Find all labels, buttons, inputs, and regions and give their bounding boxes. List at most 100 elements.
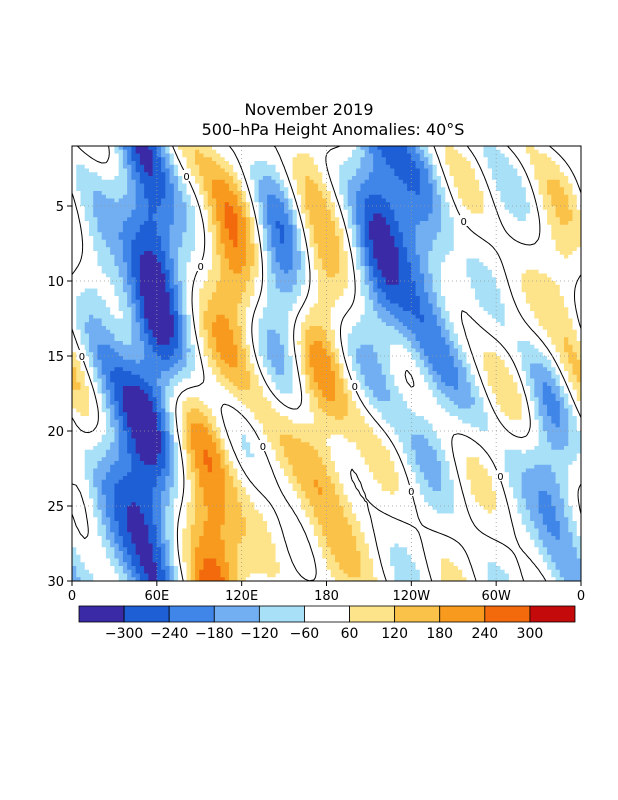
anomaly-cell — [415, 457, 438, 462]
anomaly-cell — [339, 269, 349, 275]
anomaly-cell — [279, 266, 294, 271]
anomaly-cell — [415, 224, 442, 230]
anomaly-cell — [530, 161, 557, 166]
anomaly-cell — [220, 536, 243, 541]
anomaly-cell — [267, 438, 281, 443]
anomaly-cell — [462, 348, 518, 353]
anomaly-cell — [122, 247, 132, 252]
anomaly-cell — [152, 506, 162, 511]
anomaly-cell — [334, 386, 345, 391]
anomaly-cell — [144, 299, 171, 305]
anomaly-cell — [186, 341, 192, 346]
anomaly-cell — [173, 532, 183, 537]
anomaly-cell — [301, 243, 311, 248]
anomaly-cell — [538, 404, 548, 410]
anomaly-cell — [203, 461, 213, 466]
anomaly-cell — [216, 198, 239, 203]
anomaly-cell — [326, 536, 357, 541]
anomaly-cell — [190, 314, 200, 320]
anomaly-cell — [186, 513, 196, 518]
anomaly-cell — [224, 243, 234, 248]
anomaly-cell — [216, 558, 226, 563]
anomaly-cell — [250, 374, 260, 380]
anomaly-cell — [122, 146, 132, 151]
anomaly-cell — [169, 176, 179, 181]
contour-label-bg — [350, 380, 359, 391]
anomaly-cell — [262, 431, 374, 436]
anomaly-cell — [356, 258, 362, 263]
anomaly-cell — [449, 461, 468, 466]
anomaly-cell — [241, 434, 247, 440]
anomaly-cell — [445, 191, 459, 196]
anomaly-cell — [211, 326, 230, 331]
anomaly-cell — [114, 554, 124, 560]
anomaly-cell — [360, 269, 366, 275]
anomaly-cell — [267, 348, 285, 353]
anomaly-cell — [364, 258, 370, 263]
anomaly-cell — [398, 228, 417, 233]
anomaly-cell — [254, 416, 289, 421]
anomaly-cell — [394, 314, 417, 320]
anomaly-cell — [487, 164, 514, 170]
anomaly-cell — [165, 438, 171, 443]
anomaly-cell — [419, 371, 429, 376]
anomaly-cell — [241, 179, 255, 185]
anomaly-cell — [161, 386, 166, 391]
anomaly-cell — [80, 337, 90, 342]
anomaly-cell — [93, 356, 99, 361]
anomaly-cell — [364, 536, 531, 541]
anomaly-cell — [326, 438, 349, 443]
anomaly-cell — [360, 224, 366, 230]
anomaly-cell — [245, 254, 255, 260]
anomaly-cell — [318, 491, 323, 496]
anomaly-cell — [220, 239, 234, 245]
anomaly-cell — [110, 416, 116, 421]
anomaly-cell — [339, 374, 345, 380]
anomaly-cell — [173, 363, 188, 368]
anomaly-cell — [530, 157, 552, 162]
anomaly-cell — [169, 412, 175, 417]
anomaly-cell — [284, 209, 294, 215]
anomaly-cell — [97, 506, 107, 511]
anomaly-cell — [267, 296, 298, 301]
anomaly-cell — [530, 303, 565, 308]
anomaly-cell — [88, 491, 99, 496]
anomaly-cell — [224, 521, 247, 526]
anomaly-cell — [72, 446, 94, 451]
anomaly-cell — [207, 419, 217, 425]
anomaly-cell — [441, 224, 455, 230]
anomaly-cell — [237, 562, 281, 567]
anomaly-cell — [572, 187, 581, 192]
y-tick-label: 20 — [47, 425, 64, 440]
anomaly-cell — [165, 487, 171, 492]
anomaly-cell — [254, 277, 268, 282]
anomaly-cell — [199, 288, 217, 293]
anomaly-cell — [245, 532, 272, 537]
anomaly-cell — [216, 374, 226, 380]
anomaly-cell — [207, 517, 226, 522]
anomaly-cell — [101, 457, 120, 462]
anomaly-cell — [279, 464, 294, 470]
anomaly-cell — [114, 547, 120, 552]
anomaly-cell — [76, 183, 128, 188]
anomaly-cell — [114, 386, 124, 391]
anomaly-cell — [88, 389, 99, 395]
anomaly-cell — [432, 423, 472, 428]
anomaly-cell — [267, 277, 277, 282]
anomaly-cell — [182, 367, 196, 372]
anomaly-cell — [72, 551, 77, 556]
anomaly-cell — [559, 419, 569, 425]
anomaly-cell — [436, 509, 455, 515]
anomaly-cell — [72, 483, 90, 488]
anomaly-cell — [207, 299, 243, 305]
anomaly-cell — [559, 483, 569, 488]
anomaly-cell — [559, 521, 569, 526]
anomaly-cell — [398, 434, 412, 440]
anomaly-cell — [114, 517, 128, 522]
anomaly-cell — [364, 228, 370, 233]
anomaly-cell — [441, 329, 451, 335]
anomaly-cell — [453, 239, 557, 245]
anomaly-cell — [356, 213, 366, 218]
anomaly-cell — [84, 453, 107, 458]
anomaly-cell — [114, 434, 120, 440]
